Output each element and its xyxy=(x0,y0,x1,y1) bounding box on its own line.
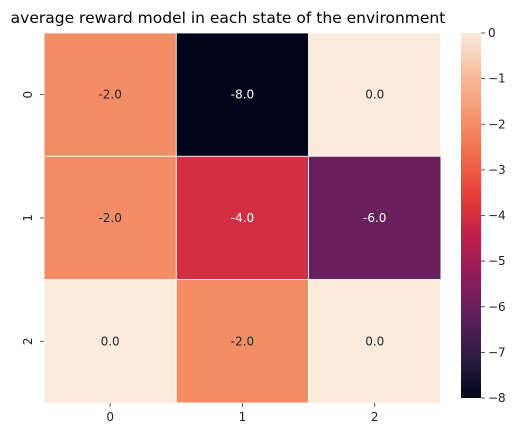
cell-value-label: -2.0 xyxy=(98,88,121,102)
x-tick-label: 2 xyxy=(371,410,379,424)
colorbar-tick-label: −5 xyxy=(488,254,506,268)
heatmap-cell xyxy=(175,279,310,404)
heatmap-cell xyxy=(43,32,177,157)
x-tick-label: 1 xyxy=(239,410,247,424)
cell-value-label: -2.0 xyxy=(98,211,121,225)
colorbar-tick-label: −4 xyxy=(488,209,506,223)
y-tick-label: 2 xyxy=(21,337,35,345)
colorbar-tick-label: −7 xyxy=(488,345,506,359)
y-tick-label: 1 xyxy=(21,214,35,222)
colorbar: 0 −1 −2 −3 −4 −5 −6 −7 −8 xyxy=(461,26,506,405)
heatmap-cell xyxy=(308,32,442,157)
heatmap-cells: -2.0 -8.0 0.0 -2.0 -4.0 -6.0 0.0 -2.0 0.0 xyxy=(43,32,442,404)
cell-value-label: 0.0 xyxy=(365,88,384,102)
cell-value-label: -6.0 xyxy=(363,211,386,225)
heatmap-cell xyxy=(175,155,310,281)
y-tick-label: 0 xyxy=(21,91,35,99)
x-axis: 0 1 2 xyxy=(106,402,379,424)
y-axis: 0 1 2 xyxy=(21,91,44,345)
x-tick-label: 0 xyxy=(106,410,114,424)
colorbar-tick-label: 0 xyxy=(488,26,496,40)
heatmap-cell xyxy=(43,279,177,404)
heatmap-cell xyxy=(175,32,310,157)
colorbar-tick-label: −8 xyxy=(488,391,506,405)
colorbar-gradient xyxy=(461,33,481,398)
colorbar-tick-label: −6 xyxy=(488,300,506,314)
colorbar-tick-label: −3 xyxy=(488,163,506,177)
cell-value-label: -8.0 xyxy=(231,88,254,102)
colorbar-tick-label: −2 xyxy=(488,117,506,131)
heatmap-cell xyxy=(308,155,442,281)
cell-value-label: -4.0 xyxy=(231,211,254,225)
cell-value-label: 0.0 xyxy=(101,334,120,348)
cell-value-label: 0.0 xyxy=(365,334,384,348)
chart-title: average reward model in each state of th… xyxy=(11,9,446,27)
colorbar-tick-label: −1 xyxy=(488,72,506,86)
heatmap-cell xyxy=(43,155,177,281)
cell-value-label: -2.0 xyxy=(231,334,254,348)
